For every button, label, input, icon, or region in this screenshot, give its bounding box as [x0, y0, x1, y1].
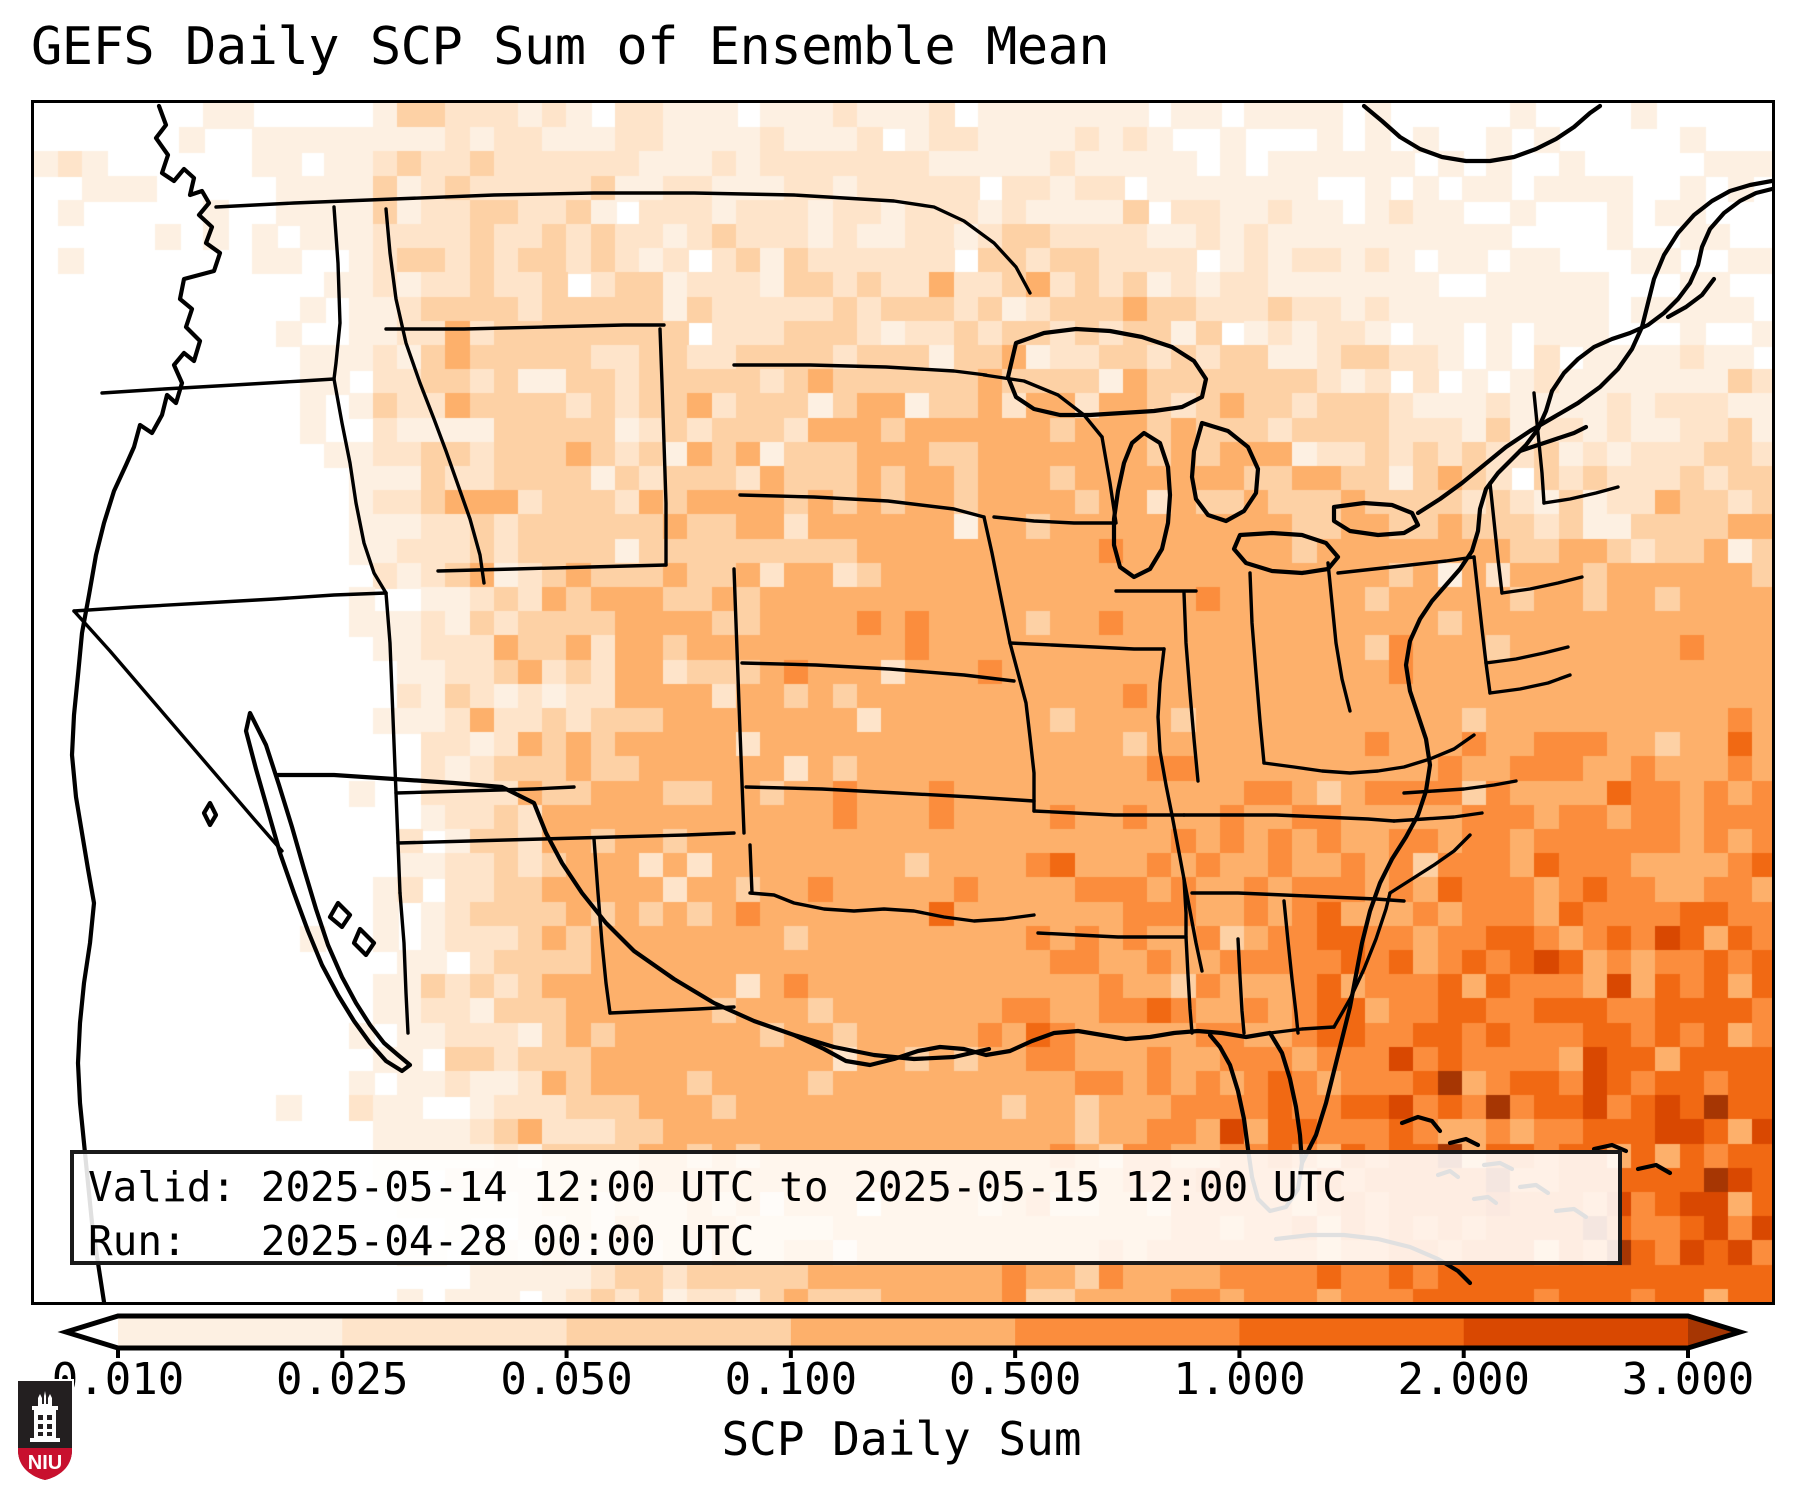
colorbar-axis-label: SCP Daily Sum [721, 1412, 1082, 1466]
colorbar [0, 1308, 1803, 1358]
colorbar-band [1015, 1316, 1241, 1348]
colorbar-tick-label: 1.000 [1173, 1354, 1306, 1405]
colorbar-band [118, 1316, 343, 1348]
colorbar-tick-label: 0.100 [724, 1354, 858, 1405]
coastlines-and-borders [69, 103, 1772, 1302]
logo-text: NIU [28, 1452, 62, 1474]
map-panel: Valid: 2025-05-14 12:00 UTC to 2025-05-1… [31, 100, 1775, 1305]
state-borders [72, 191, 1620, 1035]
colorbar-band [342, 1316, 568, 1348]
colorbar-tick-label: 0.500 [948, 1354, 1082, 1405]
valid-run-info-box: Valid: 2025-05-14 12:00 UTC to 2025-05-1… [70, 1150, 1622, 1265]
logo-shield-bottom [18, 1448, 72, 1480]
colorbar-under-arrow [66, 1316, 118, 1348]
colorbar-band [1239, 1316, 1465, 1348]
geography-overlay [69, 103, 1772, 1302]
valid-time-line: Valid: 2025-05-14 12:00 UTC to 2025-05-1… [88, 1163, 1347, 1211]
colorbar-tick-label: 3.000 [1621, 1354, 1755, 1405]
colorbar-ticks [116, 1348, 1690, 1358]
colorbar-band [790, 1316, 1016, 1348]
colorbar-band [566, 1316, 792, 1348]
page-title: GEFS Daily SCP Sum of Ensemble Mean [31, 17, 1110, 77]
colorbar-over-arrow [1688, 1316, 1740, 1348]
colorbar-bands [66, 1316, 1740, 1348]
colorbar-tick-labels: 0.010 0.025 0.050 0.100 0.500 1.000 2.000 3.000 [0, 1355, 1803, 1410]
colorbar-tick-label: 2.000 [1397, 1354, 1530, 1405]
colorbar-band [1463, 1316, 1689, 1348]
scp-heatmap-canvas [34, 103, 1772, 1302]
niu-logo: NIU [16, 1379, 74, 1483]
run-time-line: Run: 2025-04-28 00:00 UTC [88, 1217, 755, 1265]
colorbar-tick-label: 0.025 [276, 1354, 409, 1405]
logo-tower-windows [38, 1415, 52, 1436]
colorbar-svg [57, 1313, 1749, 1358]
colorbar-tick-label: 0.050 [500, 1354, 633, 1405]
